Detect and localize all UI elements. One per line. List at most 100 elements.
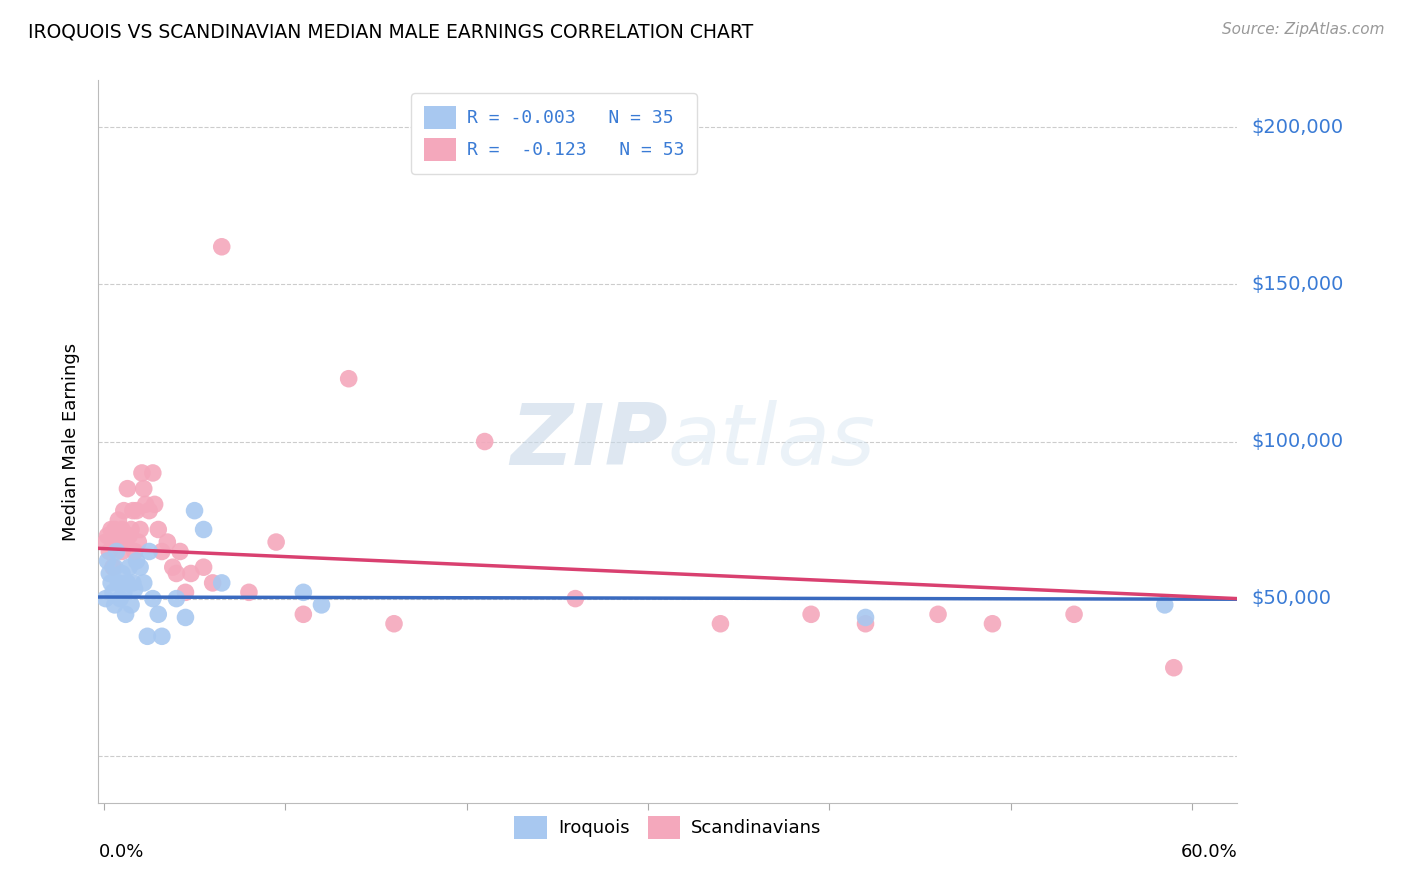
Point (148, 523, 170, 537)
Point (150, 544, 173, 558)
Point (124, 582, 146, 597)
Point (165, 566, 187, 581)
Point (111, 523, 134, 537)
Point (122, 575, 145, 590)
Point (107, 575, 129, 590)
Point (264, 535, 287, 549)
Point (311, 598, 333, 612)
Point (105, 529, 128, 543)
Text: 60.0%: 60.0% (1181, 843, 1237, 861)
Point (120, 598, 142, 612)
Point (114, 535, 136, 549)
Point (1163, 661, 1185, 675)
Point (211, 575, 233, 590)
Point (165, 591, 187, 606)
Point (142, 591, 165, 606)
Point (96, 554, 118, 568)
Point (855, 610, 877, 624)
Point (142, 466, 165, 480)
Point (132, 575, 155, 590)
Point (122, 503, 145, 517)
Point (125, 554, 148, 568)
Point (238, 585, 260, 599)
Point (118, 560, 141, 574)
Point (98, 566, 121, 581)
Point (709, 616, 731, 631)
Point (100, 523, 122, 537)
Point (111, 544, 134, 558)
Point (96, 529, 118, 543)
Point (981, 616, 1004, 631)
Point (117, 482, 139, 496)
Point (104, 598, 127, 612)
Point (143, 497, 166, 511)
Point (117, 575, 139, 590)
Point (927, 607, 949, 622)
Text: atlas: atlas (668, 400, 876, 483)
Point (138, 503, 160, 517)
Point (104, 560, 127, 574)
Point (94, 535, 117, 549)
Point (107, 513, 129, 527)
Point (120, 523, 142, 537)
Point (564, 591, 586, 606)
Point (148, 607, 170, 622)
Point (150, 629, 173, 643)
Point (118, 529, 141, 543)
Text: ZIP: ZIP (510, 400, 668, 483)
Point (104, 523, 127, 537)
Point (129, 560, 152, 574)
Point (174, 610, 197, 624)
Point (211, 240, 233, 254)
Point (98, 544, 121, 558)
Point (156, 535, 179, 549)
Point (1153, 598, 1175, 612)
Text: $100,000: $100,000 (1251, 432, 1343, 451)
Point (183, 503, 205, 517)
Point (855, 616, 877, 631)
Point (337, 372, 360, 386)
Text: $150,000: $150,000 (1251, 275, 1344, 294)
Point (174, 585, 197, 599)
Point (124, 544, 146, 558)
Point (193, 560, 215, 574)
Point (112, 585, 135, 599)
Point (292, 607, 315, 622)
Point (132, 482, 155, 496)
Point (136, 629, 159, 643)
Text: Source: ZipAtlas.com: Source: ZipAtlas.com (1222, 22, 1385, 37)
Point (138, 544, 160, 558)
Point (800, 607, 823, 622)
Point (201, 575, 224, 590)
Y-axis label: Median Male Earnings: Median Male Earnings (62, 343, 80, 541)
Text: $200,000: $200,000 (1251, 118, 1343, 136)
Text: 0.0%: 0.0% (98, 843, 143, 861)
Point (100, 575, 122, 590)
Point (131, 466, 153, 480)
Point (112, 503, 135, 517)
Text: IROQUOIS VS SCANDINAVIAN MEDIAN MALE EARNINGS CORRELATION CHART: IROQUOIS VS SCANDINAVIAN MEDIAN MALE EAR… (28, 22, 754, 41)
Point (169, 544, 191, 558)
Text: $50,000: $50,000 (1251, 589, 1331, 608)
Point (193, 523, 215, 537)
Point (101, 535, 124, 549)
Point (127, 535, 149, 549)
Point (180, 566, 202, 581)
Point (382, 616, 405, 631)
Point (108, 591, 131, 606)
Point (114, 607, 136, 622)
Point (101, 560, 124, 574)
Point (108, 535, 131, 549)
Point (125, 503, 148, 517)
Point (135, 497, 157, 511)
Point (292, 585, 315, 599)
Point (129, 523, 152, 537)
Point (1063, 607, 1085, 622)
Point (162, 560, 184, 574)
Point (474, 434, 496, 449)
Point (111, 566, 134, 581)
Legend: Iroquois, Scandinavians: Iroquois, Scandinavians (506, 806, 830, 848)
Point (94, 591, 117, 606)
Point (101, 585, 124, 599)
Point (105, 544, 128, 558)
